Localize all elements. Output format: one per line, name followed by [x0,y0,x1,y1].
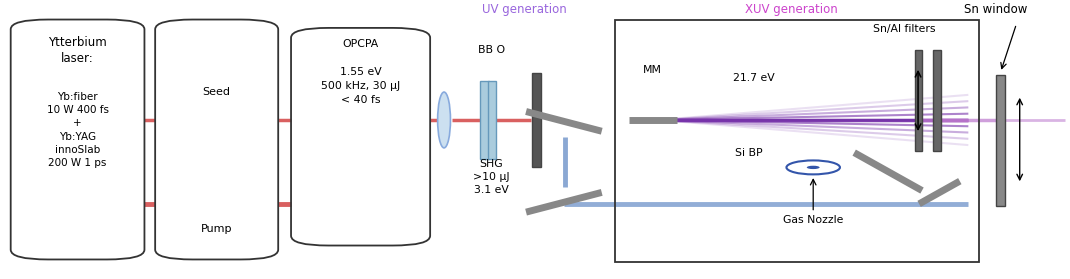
Circle shape [807,166,820,169]
Bar [488,81,496,159]
Text: 21.7 eV: 21.7 eV [733,73,776,83]
Bar [915,50,922,151]
Text: Sn/Al filters: Sn/Al filters [873,24,935,34]
Text: Yb:fiber
10 W 400 fs
+
Yb:YAG
innoSlab
200 W 1 ps: Yb:fiber 10 W 400 fs + Yb:YAG innoSlab 2… [47,92,108,168]
Text: OPCPA

1.55 eV
500 kHz, 30 μJ
< 40 fs: OPCPA 1.55 eV 500 kHz, 30 μJ < 40 fs [321,39,400,105]
Bar [532,73,541,167]
Text: Sn window: Sn window [964,3,1027,16]
Text: XUV generation: XUV generation [746,3,838,16]
Text: SHG
>10 μJ
3.1 eV: SHG >10 μJ 3.1 eV [473,159,509,195]
Text: Gas Nozzle: Gas Nozzle [783,215,843,225]
Bar [933,50,941,151]
Text: BB O: BB O [477,45,505,55]
Text: Ytterbium
laser:: Ytterbium laser: [48,36,107,65]
Ellipse shape [438,92,450,148]
Bar [615,20,979,262]
Text: UV generation: UV generation [482,3,567,16]
Text: MM: MM [643,65,662,75]
Bar [480,81,489,159]
Text: Si BP: Si BP [735,148,763,158]
Text: Seed: Seed [202,87,231,97]
Bar [996,75,1005,206]
Text: Pump: Pump [201,224,232,234]
